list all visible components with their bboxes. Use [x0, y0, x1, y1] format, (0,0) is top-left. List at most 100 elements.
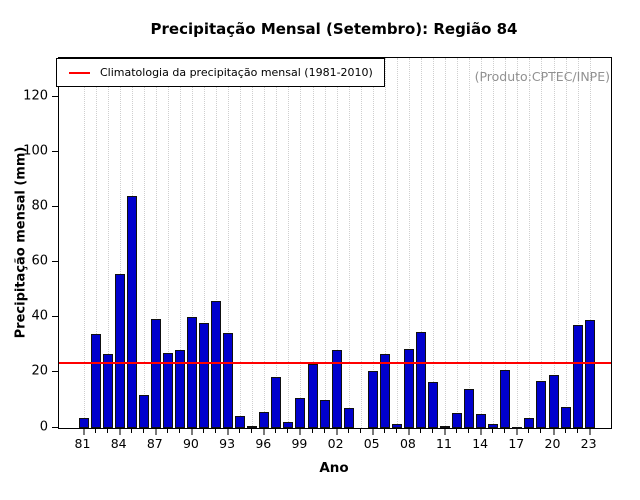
gridline-1996 — [264, 58, 266, 428]
gridline-1997 — [276, 58, 278, 428]
y-tick-label-80: 80 — [31, 198, 48, 214]
bar-1981 — [78, 417, 89, 428]
x-tick-2012 — [456, 429, 458, 433]
y-tick-0 — [52, 426, 58, 428]
gridline-2012 — [457, 58, 459, 428]
bar-2008 — [403, 348, 414, 428]
x-tick-label-2002: 02 — [327, 436, 344, 451]
x-tick-2021 — [564, 429, 566, 433]
gridline-2017 — [517, 58, 519, 428]
bar-1985 — [126, 195, 137, 428]
bar-1997 — [271, 376, 282, 428]
gridline-1995 — [252, 58, 254, 428]
chart-title: Precipitação Mensal (Setembro): Região 8… — [150, 20, 518, 38]
x-tick-2000 — [311, 429, 313, 433]
bar-2005 — [367, 370, 378, 428]
bar-1994 — [235, 415, 246, 428]
x-tick-1981 — [82, 429, 85, 435]
x-tick-1985 — [130, 429, 132, 433]
x-tick-2018 — [528, 429, 530, 433]
x-tick-2014 — [480, 429, 483, 435]
bar-2000 — [307, 363, 318, 428]
bar-1982 — [90, 333, 101, 428]
gridline-2007 — [396, 58, 398, 428]
x-tick-label-2020: 20 — [544, 436, 561, 451]
x-tick-1990 — [190, 429, 193, 435]
gridline-1983 — [107, 58, 109, 428]
gridline-2003 — [348, 58, 350, 428]
y-tick-label-40: 40 — [31, 308, 48, 324]
bar-2011 — [440, 425, 450, 428]
y-tick-40 — [52, 316, 58, 318]
x-tick-1998 — [287, 429, 289, 433]
gridline-1999 — [300, 58, 302, 428]
x-tick-2013 — [468, 429, 470, 433]
gridline-2011 — [445, 58, 446, 428]
bar-2018 — [524, 417, 535, 428]
bar-1984 — [114, 273, 125, 428]
gridline-2004 — [360, 58, 362, 428]
y-tick-120 — [52, 95, 58, 97]
gridline-1991 — [204, 58, 205, 428]
x-tick-1987 — [154, 429, 157, 435]
gridline-2019 — [541, 58, 543, 428]
y-tick-label-100: 100 — [23, 143, 48, 159]
gridline-2006 — [384, 58, 386, 428]
bar-2015 — [488, 423, 499, 428]
y-tick-label-20: 20 — [31, 363, 48, 379]
gridline-1990 — [191, 58, 193, 428]
gridline-2022 — [577, 58, 579, 428]
x-tick-1984 — [118, 429, 121, 435]
bar-1991 — [199, 322, 209, 428]
gridline-1986 — [143, 58, 145, 428]
bar-2022 — [572, 324, 583, 428]
x-tick-label-2023: 23 — [580, 436, 597, 451]
bar-1996 — [259, 411, 270, 428]
gridline-2014 — [481, 58, 483, 428]
x-tick-2006 — [383, 429, 385, 433]
legend-box: Climatologia da precipitação mensal (198… — [56, 58, 385, 87]
bar-2017 — [512, 426, 523, 429]
x-tick-1982 — [94, 429, 96, 433]
x-tick-1997 — [275, 429, 277, 433]
legend-label: Climatologia da precipitação mensal (198… — [100, 66, 373, 79]
gridline-2008 — [408, 58, 410, 428]
gridline-1981 — [83, 58, 85, 428]
x-tick-label-1981: 81 — [74, 436, 91, 451]
gridline-2016 — [505, 58, 507, 428]
bar-1983 — [102, 353, 113, 428]
x-tick-2007 — [395, 429, 397, 433]
x-tick-label-1996: 96 — [255, 436, 272, 451]
x-tick-1999 — [299, 429, 302, 435]
y-tick-20 — [52, 371, 58, 373]
gridline-1993 — [228, 58, 230, 428]
legend-red-line-icon — [69, 71, 90, 74]
x-tick-2020 — [552, 429, 555, 435]
x-tick-2003 — [347, 429, 349, 433]
x-tick-label-1993: 93 — [219, 436, 236, 451]
gridline-1987 — [155, 58, 157, 428]
bar-1999 — [295, 397, 306, 428]
gridline-2010 — [433, 58, 434, 428]
x-tick-2011 — [444, 429, 446, 435]
gridline-1992 — [216, 58, 218, 428]
x-tick-1986 — [142, 429, 144, 433]
bar-1988 — [162, 352, 173, 428]
gridline-2001 — [324, 58, 326, 428]
x-tick-1988 — [166, 429, 168, 433]
x-tick-2010 — [432, 429, 433, 433]
x-tick-1991 — [203, 429, 204, 433]
gridline-1988 — [167, 58, 169, 428]
y-axis-label: Precipitação mensal (mm) — [13, 146, 29, 339]
bar-1995 — [247, 425, 258, 428]
y-tick-100 — [52, 150, 58, 152]
bar-1989 — [174, 349, 185, 428]
x-tick-label-2008: 08 — [399, 436, 416, 451]
gridline-1994 — [240, 58, 242, 428]
bar-1987 — [150, 318, 161, 428]
x-tick-label-2011: 11 — [436, 436, 452, 451]
gridline-2000 — [312, 58, 314, 428]
gridline-1984 — [119, 58, 121, 428]
x-tick-1993 — [227, 429, 230, 435]
